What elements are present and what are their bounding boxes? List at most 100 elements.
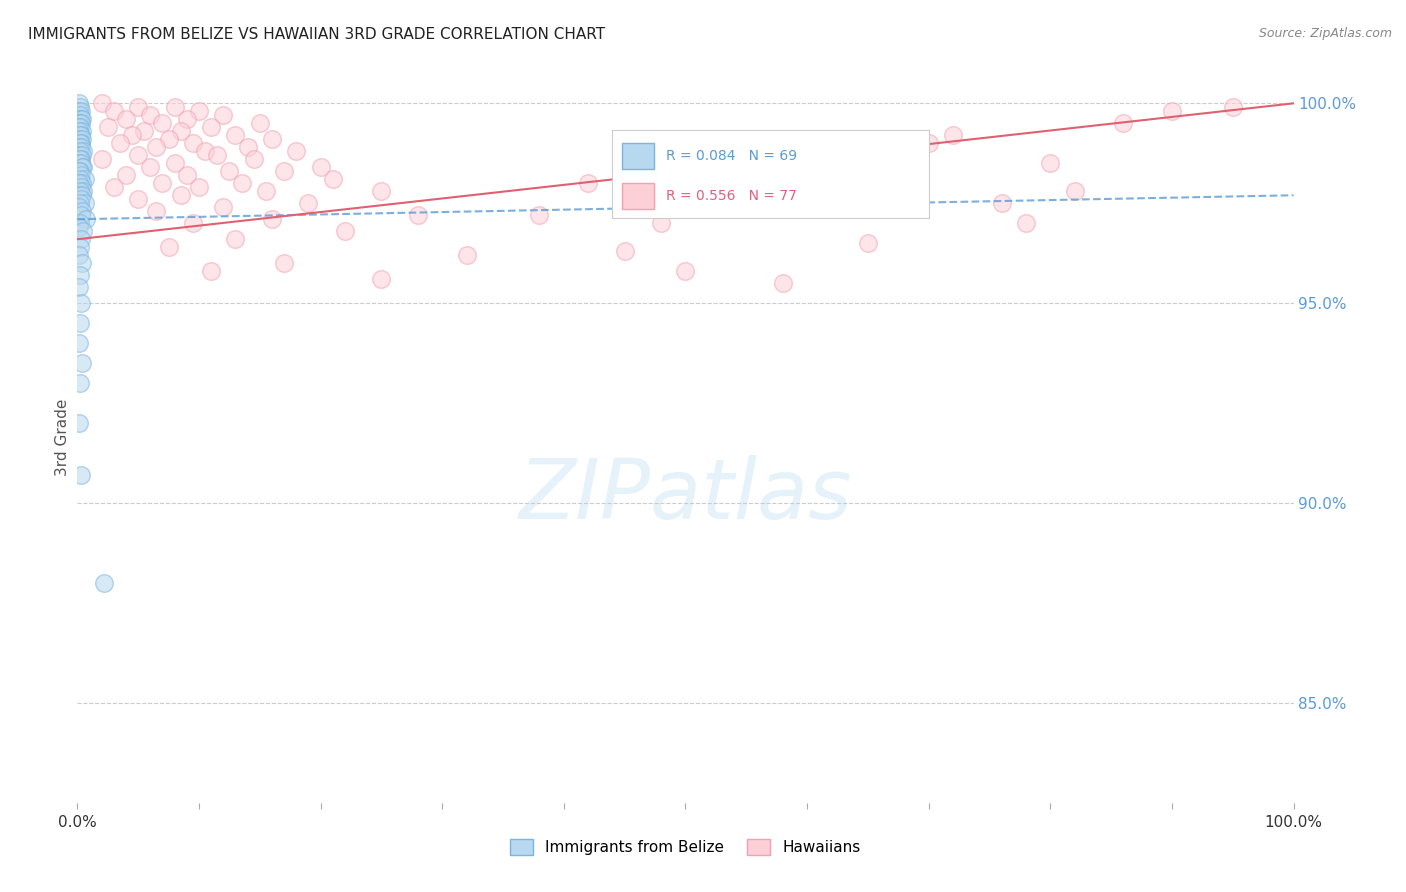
Point: [69, 128, 91, 143]
Point: [69, 376, 91, 391]
Point: [70, 140, 93, 154]
Point: [139, 108, 162, 122]
Point: [70, 169, 93, 183]
Point: [67, 96, 90, 111]
Point: [67, 156, 90, 170]
Point: [127, 148, 149, 162]
Point: [260, 212, 283, 227]
Point: [456, 248, 478, 262]
Point: [70, 468, 93, 483]
Point: [70, 208, 93, 222]
Point: [70, 124, 93, 138]
Point: [70, 232, 93, 246]
Point: [1063, 184, 1085, 198]
Point: [70, 161, 93, 175]
Point: [67, 132, 90, 146]
Point: [893, 145, 915, 159]
Point: [224, 232, 246, 246]
Text: ZIPatlas: ZIPatlas: [519, 455, 852, 536]
Point: [170, 124, 193, 138]
Point: [67, 140, 90, 154]
Point: [127, 192, 149, 206]
Point: [212, 108, 235, 122]
Point: [212, 200, 235, 214]
Point: [370, 272, 392, 286]
Point: [69, 240, 91, 254]
Point: [1222, 100, 1244, 114]
Point: [69, 216, 91, 230]
Point: [145, 204, 167, 219]
Point: [69, 196, 91, 211]
Point: [285, 145, 308, 159]
Point: [70, 112, 93, 127]
Point: [67, 416, 90, 430]
Point: [115, 112, 138, 127]
Point: [254, 184, 277, 198]
Legend: Immigrants from Belize, Hawaiians: Immigrants from Belize, Hawaiians: [505, 833, 866, 861]
Point: [70, 153, 93, 167]
Point: [772, 276, 794, 290]
Point: [613, 244, 636, 259]
Point: [93, 576, 115, 591]
Point: [735, 184, 758, 198]
Point: [67, 164, 90, 178]
Point: [152, 176, 174, 190]
Point: [70, 204, 93, 219]
Point: [70, 188, 93, 202]
Point: [675, 264, 697, 278]
Point: [69, 108, 91, 122]
Point: [127, 100, 149, 114]
Point: [69, 145, 91, 159]
Point: [108, 136, 131, 151]
Point: [1039, 156, 1062, 170]
Point: [188, 104, 211, 119]
Point: [115, 169, 138, 183]
Point: [273, 164, 295, 178]
Point: [139, 161, 162, 175]
Point: [1161, 104, 1184, 119]
Point: [103, 104, 125, 119]
Point: [297, 196, 319, 211]
Point: [181, 136, 204, 151]
Point: [796, 156, 818, 170]
Point: [181, 216, 204, 230]
Point: [1112, 116, 1135, 130]
Point: [70, 356, 93, 370]
Point: [67, 280, 90, 294]
Point: [231, 176, 253, 190]
Point: [70, 136, 93, 151]
Point: [218, 164, 240, 178]
Text: Source: ZipAtlas.com: Source: ZipAtlas.com: [1258, 27, 1392, 40]
Point: [69, 172, 91, 186]
Point: [529, 208, 551, 222]
Text: IMMIGRANTS FROM BELIZE VS HAWAIIAN 3RD GRADE CORRELATION CHART: IMMIGRANTS FROM BELIZE VS HAWAIIAN 3RD G…: [28, 27, 605, 42]
Point: [69, 316, 91, 330]
Point: [70, 148, 93, 162]
Point: [176, 112, 198, 127]
Point: [69, 120, 91, 135]
Point: [200, 120, 222, 135]
Point: [990, 196, 1012, 211]
Point: [67, 116, 90, 130]
Point: [97, 120, 120, 135]
Point: [69, 116, 91, 130]
Point: [67, 248, 90, 262]
Point: [188, 180, 211, 194]
Point: [273, 256, 295, 270]
Point: [67, 112, 90, 127]
Point: [72, 161, 94, 175]
Point: [200, 264, 222, 278]
Point: [249, 116, 271, 130]
Point: [75, 212, 97, 227]
Point: [69, 100, 91, 114]
Point: [67, 188, 90, 202]
Point: [163, 100, 186, 114]
Point: [322, 172, 344, 186]
Point: [157, 132, 180, 146]
Point: [309, 161, 332, 175]
Point: [90, 153, 112, 167]
Point: [145, 140, 167, 154]
Point: [70, 104, 93, 119]
Point: [650, 216, 672, 230]
Point: [72, 224, 94, 238]
